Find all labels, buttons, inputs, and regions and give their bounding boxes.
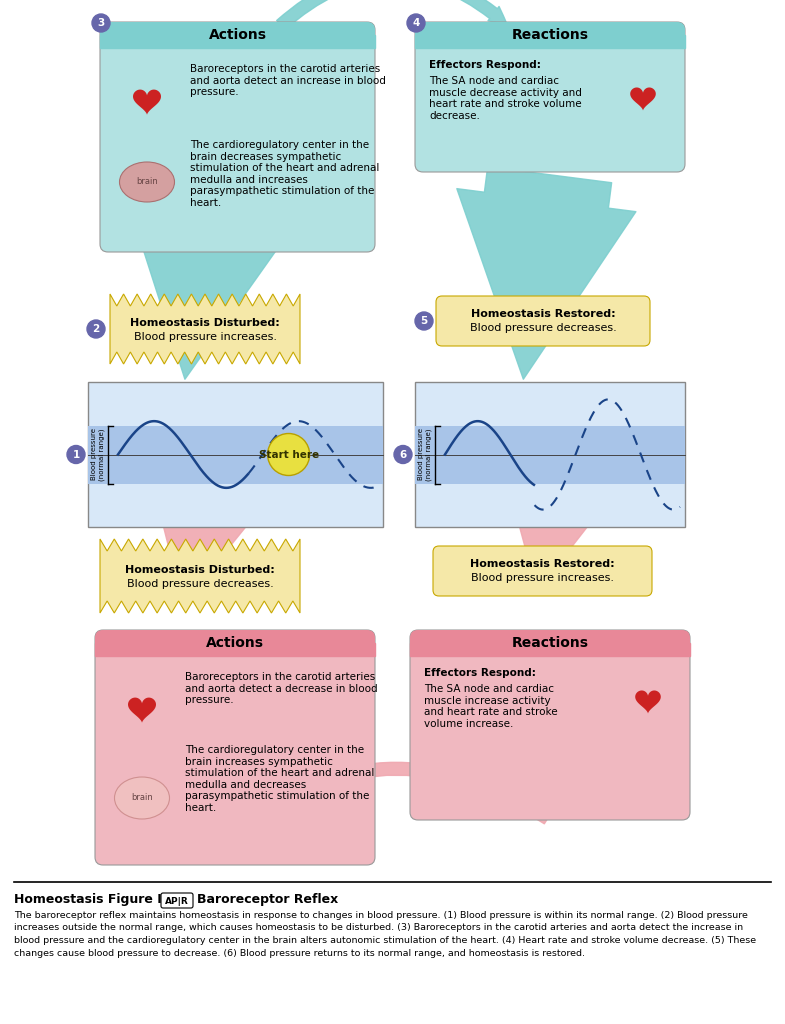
Circle shape [394, 445, 412, 464]
Text: Actions: Actions [209, 28, 266, 42]
FancyBboxPatch shape [433, 546, 652, 596]
Polygon shape [110, 294, 300, 364]
Bar [100, 35, 375, 48]
Text: The SA node and cardiac
muscle decrease activity and
heart rate and stroke volum: The SA node and cardiac muscle decrease … [429, 76, 582, 121]
Ellipse shape [115, 777, 170, 819]
Bar [88, 382, 383, 527]
Text: Blood pressure
(normal range): Blood pressure (normal range) [91, 428, 104, 480]
Bar [415, 426, 685, 483]
Bar [95, 643, 375, 656]
Text: Homeostasis Disturbed:: Homeostasis Disturbed: [125, 565, 275, 575]
FancyBboxPatch shape [410, 630, 690, 820]
FancyBboxPatch shape [415, 22, 685, 48]
FancyBboxPatch shape [436, 296, 650, 346]
Text: Blood pressure decreases.: Blood pressure decreases. [126, 579, 273, 589]
Ellipse shape [119, 162, 174, 202]
Text: Homeostasis Restored:: Homeostasis Restored: [470, 559, 615, 569]
Polygon shape [100, 539, 300, 613]
Circle shape [92, 14, 110, 32]
Polygon shape [630, 87, 655, 111]
Text: Effectors Respond:: Effectors Respond: [429, 60, 541, 70]
FancyBboxPatch shape [100, 22, 375, 252]
Text: Homeostasis Disturbed:: Homeostasis Disturbed: [130, 318, 280, 328]
Circle shape [67, 445, 85, 464]
Bar [415, 35, 685, 48]
Text: Baroreceptors in the carotid arteries
and aorta detect a decrease in blood
press: Baroreceptors in the carotid arteries an… [185, 672, 378, 706]
Text: The baroreceptor reflex maintains homeostasis in response to changes in blood pr: The baroreceptor reflex maintains homeos… [14, 911, 756, 957]
Text: Baroreceptor Reflex: Baroreceptor Reflex [197, 893, 338, 906]
Text: The SA node and cardiac
muscle increase activity
and heart rate and stroke
volum: The SA node and cardiac muscle increase … [424, 684, 557, 729]
FancyArrowPatch shape [209, 762, 551, 863]
Text: Effectors Respond:: Effectors Respond: [424, 668, 536, 678]
Polygon shape [133, 89, 161, 115]
FancyBboxPatch shape [95, 630, 375, 656]
Text: The cardioregulatory center in the
brain decreases sympathetic
stimulation of th: The cardioregulatory center in the brain… [190, 140, 379, 208]
Circle shape [268, 433, 309, 475]
Text: 3: 3 [97, 18, 104, 28]
Polygon shape [635, 690, 661, 714]
FancyBboxPatch shape [100, 22, 375, 48]
Text: 6: 6 [400, 450, 407, 460]
Text: Start here: Start here [258, 450, 319, 460]
FancyBboxPatch shape [415, 22, 685, 172]
Circle shape [87, 319, 105, 338]
Text: Actions: Actions [206, 636, 264, 650]
FancyBboxPatch shape [95, 630, 375, 865]
Text: Baroreceptors in the carotid arteries
and aorta detect an increase in blood
pres: Baroreceptors in the carotid arteries an… [190, 63, 386, 97]
Text: Reactions: Reactions [512, 636, 589, 650]
Text: 5: 5 [421, 316, 428, 326]
FancyBboxPatch shape [410, 630, 690, 656]
Bar [415, 382, 685, 527]
Text: Reactions: Reactions [512, 28, 589, 42]
FancyBboxPatch shape [161, 893, 193, 908]
Circle shape [407, 14, 425, 32]
Text: 1: 1 [72, 450, 79, 460]
Text: brain: brain [131, 794, 153, 803]
Text: AP|R: AP|R [165, 896, 189, 905]
Text: Blood pressure increases.: Blood pressure increases. [471, 573, 614, 583]
Bar [410, 643, 690, 656]
Text: Homeostasis Figure I2.20: Homeostasis Figure I2.20 [14, 893, 193, 906]
Text: brain: brain [136, 177, 158, 186]
Text: 2: 2 [93, 324, 100, 334]
Polygon shape [128, 697, 156, 723]
Text: 4: 4 [412, 18, 420, 28]
Text: Homeostasis Restored:: Homeostasis Restored: [471, 309, 615, 319]
FancyArrowPatch shape [276, 0, 507, 30]
Circle shape [415, 312, 433, 330]
Text: Blood pressure increases.: Blood pressure increases. [133, 332, 276, 342]
Text: Blood pressure
(normal range): Blood pressure (normal range) [418, 428, 432, 480]
Text: Blood pressure decreases.: Blood pressure decreases. [469, 323, 616, 333]
Text: The cardioregulatory center in the
brain increases sympathetic
stimulation of th: The cardioregulatory center in the brain… [185, 745, 374, 813]
Bar [88, 426, 383, 483]
